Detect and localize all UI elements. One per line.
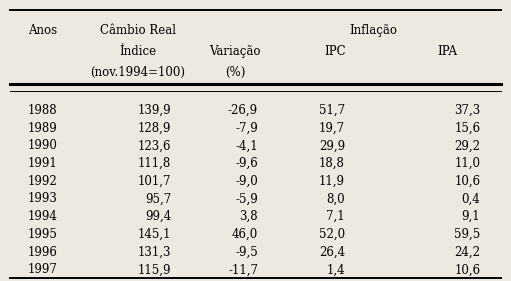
Text: 115,9: 115,9 xyxy=(137,263,171,276)
Text: 8,0: 8,0 xyxy=(327,192,345,205)
Text: 123,6: 123,6 xyxy=(137,139,171,152)
Text: IPC: IPC xyxy=(324,45,345,58)
Text: -11,7: -11,7 xyxy=(228,263,258,276)
Text: 1,4: 1,4 xyxy=(327,263,345,276)
Text: 1996: 1996 xyxy=(28,246,58,259)
Text: Inflação: Inflação xyxy=(349,24,397,37)
Text: 1991: 1991 xyxy=(28,157,58,170)
Text: 1994: 1994 xyxy=(28,210,58,223)
Text: 128,9: 128,9 xyxy=(138,122,171,135)
Text: Variação: Variação xyxy=(210,45,261,58)
Text: Câmbio Real: Câmbio Real xyxy=(100,24,176,37)
Text: 24,2: 24,2 xyxy=(454,246,480,259)
Text: 19,7: 19,7 xyxy=(319,122,345,135)
Text: -9,5: -9,5 xyxy=(235,246,258,259)
Text: 10,6: 10,6 xyxy=(454,263,480,276)
Text: 29,2: 29,2 xyxy=(454,139,480,152)
Text: -9,6: -9,6 xyxy=(235,157,258,170)
Text: 11,0: 11,0 xyxy=(454,157,480,170)
Text: (%): (%) xyxy=(225,66,245,79)
Text: 51,7: 51,7 xyxy=(319,104,345,117)
Text: 59,5: 59,5 xyxy=(454,228,480,241)
Text: 15,6: 15,6 xyxy=(454,122,480,135)
Text: 26,4: 26,4 xyxy=(319,246,345,259)
Text: Índice: Índice xyxy=(120,45,156,58)
Text: 1988: 1988 xyxy=(28,104,58,117)
Text: -5,9: -5,9 xyxy=(235,192,258,205)
Text: 101,7: 101,7 xyxy=(137,175,171,188)
Text: 52,0: 52,0 xyxy=(319,228,345,241)
Text: 131,3: 131,3 xyxy=(137,246,171,259)
Text: 1990: 1990 xyxy=(28,139,58,152)
Text: 1997: 1997 xyxy=(28,263,58,276)
Text: -26,9: -26,9 xyxy=(228,104,258,117)
Text: -4,1: -4,1 xyxy=(236,139,258,152)
Text: 18,8: 18,8 xyxy=(319,157,345,170)
Text: 0,4: 0,4 xyxy=(461,192,480,205)
Text: 139,9: 139,9 xyxy=(137,104,171,117)
Text: Anos: Anos xyxy=(28,24,57,37)
Text: 46,0: 46,0 xyxy=(232,228,258,241)
Text: 37,3: 37,3 xyxy=(454,104,480,117)
Text: 29,9: 29,9 xyxy=(319,139,345,152)
Text: 11,9: 11,9 xyxy=(319,175,345,188)
Text: 1992: 1992 xyxy=(28,175,58,188)
Text: 145,1: 145,1 xyxy=(137,228,171,241)
Text: -7,9: -7,9 xyxy=(235,122,258,135)
Text: 99,4: 99,4 xyxy=(145,210,171,223)
Text: 10,6: 10,6 xyxy=(454,175,480,188)
Text: 95,7: 95,7 xyxy=(145,192,171,205)
Text: -9,0: -9,0 xyxy=(235,175,258,188)
Text: 7,1: 7,1 xyxy=(327,210,345,223)
Text: (nov.1994=100): (nov.1994=100) xyxy=(90,66,185,79)
Text: 9,1: 9,1 xyxy=(462,210,480,223)
Text: 3,8: 3,8 xyxy=(240,210,258,223)
Text: 1995: 1995 xyxy=(28,228,58,241)
Text: 111,8: 111,8 xyxy=(138,157,171,170)
Text: IPA: IPA xyxy=(437,45,457,58)
Text: 1993: 1993 xyxy=(28,192,58,205)
Text: 1989: 1989 xyxy=(28,122,58,135)
